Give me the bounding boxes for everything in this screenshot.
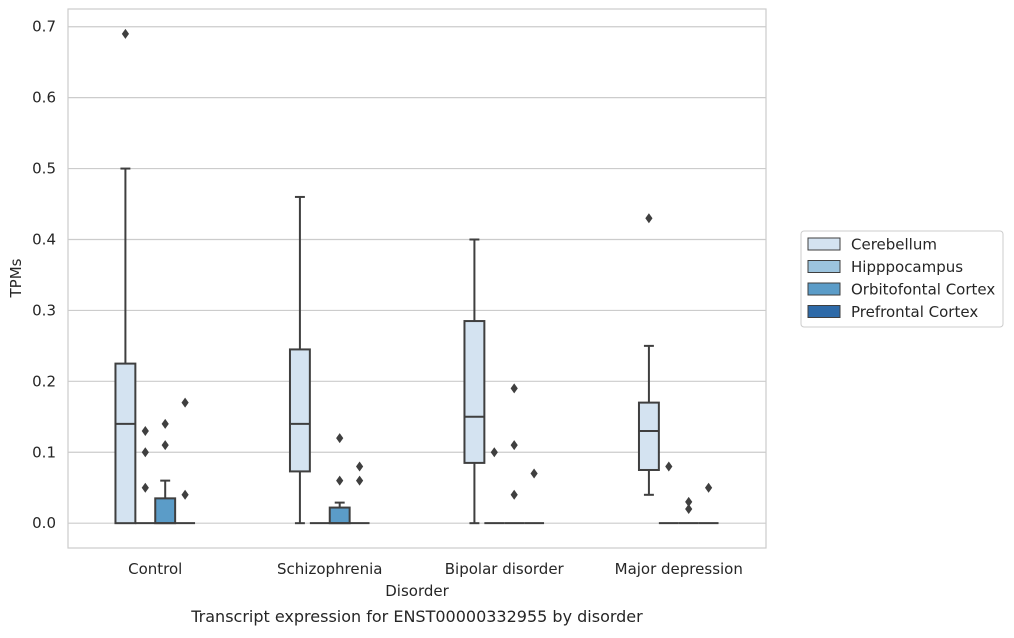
box-orbitofontal-cortex-major-depression [678,496,699,525]
outlier-point [141,482,149,493]
box-orbitofontal-cortex-schizophrenia [328,433,351,525]
outlier-point [645,213,653,224]
grid [68,26,766,524]
outlier-point [665,461,673,472]
outlier-point [685,496,693,507]
outlier-point [510,440,518,451]
legend-label: Prefrontal Cortex [851,303,978,321]
box-cerebellum-major-depression [637,213,660,496]
outlier-point [355,461,364,472]
boxes [114,28,719,525]
y-tick-label: 0.7 [32,18,56,36]
x-axis-label: Disorder [385,582,449,600]
outlier-point [121,28,130,39]
box-orbitofontal-cortex-control [154,418,177,525]
legend-label: Orbitofontal Cortex [851,281,995,299]
box-hipppocampus-bipolar-disorder [484,447,505,525]
legend-swatch [807,237,841,251]
y-tick-label: 0.1 [32,443,56,461]
outlier-point [530,468,538,479]
outlier-point [161,418,169,429]
outlier-point [355,475,364,486]
box-iqr [154,497,177,525]
box-hipppocampus-control [135,425,156,525]
plot-frame [67,8,767,549]
box-prefrontal-cortex-major-depression [698,482,719,525]
box-prefrontal-cortex-schizophrenia [349,461,370,525]
box-cerebellum-control [114,28,137,525]
box-iqr [114,362,137,525]
box-iqr [463,320,486,464]
box-cerebellum-schizophrenia [288,195,311,525]
legend-swatch [807,305,841,318]
y-tick-label: 0.0 [32,514,56,532]
outlier-point [704,482,713,493]
box-iqr [288,348,311,473]
box-prefrontal-cortex-control [175,397,196,525]
outlier-point [141,425,149,436]
y-tick-label: 0.2 [32,372,56,390]
outlier-point [161,440,169,451]
y-tick-label: 0.4 [32,230,56,248]
outlier-point [336,475,344,486]
box-orbitofontal-cortex-bipolar-disorder [504,383,525,525]
legend-label: Cerebellum [851,236,937,254]
y-tick-labels: 0.0 0.1 0.2 0.3 0.4 0.5 0.6 0.7 [32,18,56,532]
outlier-point [181,489,189,500]
legend-frame [800,230,1004,328]
legend-swatch [807,260,841,273]
y-axis-label: TPMs [7,258,25,298]
y-tick-label: 0.6 [32,89,56,107]
outlier-point [510,489,518,500]
x-tick-labels: Control Schizophrenia Bipolar disorder Majo… [128,560,743,578]
chart-caption: Transcript expression for ENST0000033295… [190,607,643,626]
box-iqr [328,506,351,525]
box-prefrontal-cortex-bipolar-disorder [524,468,545,525]
x-tick-label: Schizophrenia [277,560,382,578]
plot-background [68,9,766,548]
legend: Cerebellum Hipppocampus Orbitofontal Corte… [800,230,1004,328]
y-tick-label: 0.3 [32,301,56,319]
outlier-point [685,503,693,514]
legend-label: Hipppocampus [851,258,963,276]
x-tick-label: Bipolar disorder [445,560,565,578]
x-tick-label: Major depression [615,560,743,578]
box-iqr [637,401,660,471]
outlier-point [336,433,344,444]
legend-swatch [807,282,841,296]
outlier-point [510,383,518,394]
outlier-point [490,447,498,458]
y-tick-label: 0.5 [32,160,56,178]
box-hipppocampus-major-depression [658,461,679,525]
outlier-point [141,447,149,458]
box-cerebellum-bipolar-disorder [463,238,486,525]
outlier-point [181,397,189,408]
x-tick-label: Control [128,560,182,578]
